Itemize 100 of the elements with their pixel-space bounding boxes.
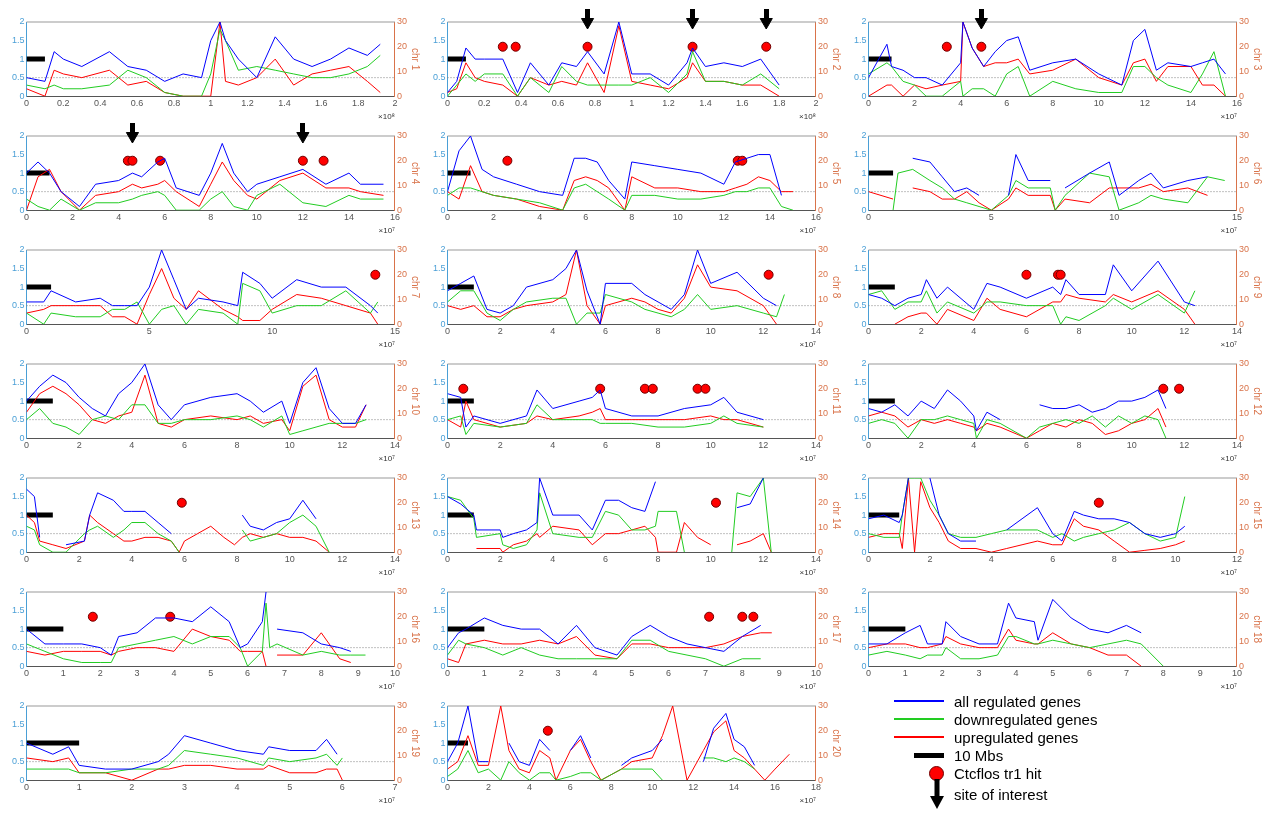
y-tick-label: 0.5 (12, 642, 25, 653)
x-tick-label: 6 (245, 668, 251, 679)
y2-tick-label: 20 (1238, 497, 1249, 508)
x-tick-label: 12 (337, 440, 348, 451)
y2-axis-title: chr 20 (831, 729, 843, 758)
x-tick-label: 10 (267, 326, 278, 337)
y2-tick-label: 20 (1238, 383, 1249, 394)
x-tick-label: 8 (234, 440, 240, 451)
x-tick-label: 2 (912, 98, 918, 109)
x-tick-label: 7 (392, 782, 398, 793)
y-tick-label: 0.5 (433, 414, 446, 425)
y-tick-label: 1 (19, 281, 25, 292)
x-tick-label: 6 (583, 212, 589, 223)
y-tick-label: 0 (440, 204, 446, 215)
x-tick-label: 1 (76, 782, 82, 793)
y2-axis-title: chr 8 (831, 275, 843, 299)
y-tick-label: 0.5 (433, 186, 446, 197)
y2-tick-label: 30 (396, 244, 407, 255)
y2-tick-label: 20 (396, 269, 407, 280)
x-tick-label: 7 (702, 668, 708, 679)
y-tick-label: 0 (861, 318, 867, 329)
y2-tick-label: 30 (817, 586, 828, 597)
x-tick-label: 6 (1023, 326, 1029, 337)
text: ×10⁷ (1220, 112, 1238, 122)
text: ×10⁷ (378, 568, 396, 578)
y2-tick-label: 10 (396, 749, 407, 760)
x-tick-label: 0.8 (167, 98, 181, 109)
y2-tick-label: 30 (396, 130, 407, 141)
y2-tick-label: 0 (396, 432, 402, 443)
y2-tick-label: 30 (1238, 586, 1249, 597)
x-tick-label: 4 (129, 440, 135, 451)
legend-label: 10 Mbs (954, 746, 1004, 764)
y-tick-label: 0.5 (854, 300, 867, 311)
y2-axis-title: chr 18 (1252, 615, 1264, 644)
y2-tick-label: 30 (817, 130, 828, 141)
y2-tick-label: 0 (817, 318, 823, 329)
x-tick-label: 3 (555, 668, 561, 679)
y2-tick-label: 10 (396, 407, 407, 418)
x-tick-label: 4 (129, 554, 135, 565)
y2-axis-title: chr 16 (410, 615, 422, 644)
x-tick-label: 5 (146, 326, 152, 337)
x-tick-label: 3 (181, 782, 187, 793)
x-tick-label: 6 (602, 440, 608, 451)
x-tick-label: 9 (776, 668, 782, 679)
y-tick-label: 1.5 (433, 149, 446, 160)
y2-tick-label: 10 (1238, 521, 1249, 532)
y2-tick-label: 10 (817, 635, 828, 646)
text: ×10⁷ (1220, 682, 1238, 692)
y2-tick-label: 10 (396, 293, 407, 304)
y2-tick-label: 20 (817, 497, 828, 508)
x-tick-label: 6 (1050, 554, 1056, 565)
y-tick-label: 1.5 (12, 605, 25, 616)
y2-tick-label: 10 (396, 179, 407, 190)
y-tick-label: 0 (19, 90, 25, 101)
y-tick-label: 0.5 (12, 528, 25, 539)
x-tick-label: 1.8 (772, 98, 786, 109)
y-tick-label: 0.5 (12, 186, 25, 197)
x-tick-label: 4 (958, 98, 964, 109)
y-tick-label: 2 (19, 130, 25, 141)
y-tick-label: 0 (861, 204, 867, 215)
text: ×10⁷ (1220, 454, 1238, 464)
y2-tick-label: 0 (396, 318, 402, 329)
x-tick-label: 1 (902, 668, 908, 679)
x-tick-label: 1 (481, 668, 487, 679)
x-tick-label: 12 (688, 782, 699, 793)
y2-tick-label: 20 (817, 41, 828, 52)
y-tick-label: 1.5 (433, 491, 446, 502)
x-tick-label: 10 (705, 554, 716, 565)
y-tick-label: 1.5 (12, 35, 25, 46)
y2-tick-label: 0 (1238, 204, 1244, 215)
text: ×10⁷ (378, 682, 396, 692)
x-tick-label: 1.2 (241, 98, 254, 109)
y-tick-label: 1 (19, 395, 25, 406)
y-tick-label: 1.5 (12, 149, 25, 160)
y-tick-label: 2 (861, 472, 867, 483)
text: site of interest (954, 785, 1048, 803)
y2-tick-label: 0 (1238, 546, 1244, 557)
y2-tick-label: 10 (396, 635, 407, 646)
y2-tick-label: 10 (1238, 179, 1249, 190)
y2-tick-label: 30 (396, 16, 407, 27)
x-tick-label: 10 (1170, 554, 1181, 565)
y-tick-label: 0.5 (854, 642, 867, 653)
x-tick-label: 8 (655, 554, 661, 565)
y2-tick-label: 20 (817, 155, 828, 166)
y2-axis-title: chr 14 (831, 501, 843, 530)
y-tick-label: 1 (440, 509, 446, 520)
y-tick-label: 2 (861, 16, 867, 27)
y-tick-label: 1 (19, 623, 25, 634)
y2-tick-label: 20 (1238, 41, 1249, 52)
x-tick-label: 2 (927, 554, 933, 565)
x-tick-label: 2 (97, 668, 103, 679)
y2-tick-label: 0 (817, 432, 823, 443)
y-tick-label: 2 (19, 700, 25, 711)
y2-axis-title: chr 10 (410, 387, 422, 416)
x-tick-label: 6 (181, 554, 187, 565)
y2-tick-label: 30 (1238, 358, 1249, 369)
y2-tick-label: 10 (396, 65, 407, 76)
y-tick-label: 0.5 (854, 186, 867, 197)
x-tick-label: 6 (181, 440, 187, 451)
y2-tick-label: 30 (396, 586, 407, 597)
